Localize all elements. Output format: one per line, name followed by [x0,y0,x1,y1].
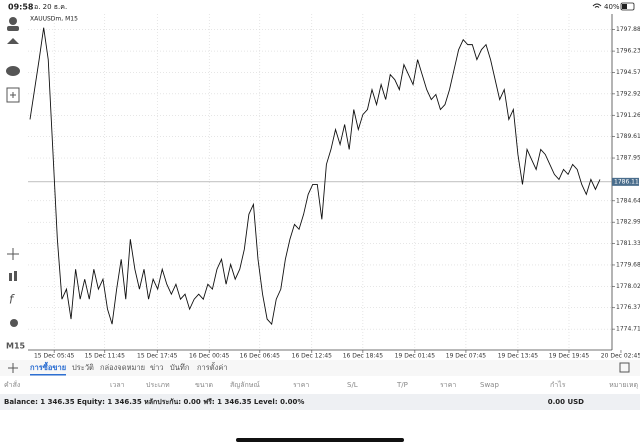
account-icon-body [7,26,19,31]
y-tick-label: 1781.335 [616,240,640,247]
x-tick-label: 19 Dec 19:45 [549,353,590,360]
tab-underline [30,374,66,376]
chart-title: XAUUSDm, M15 [30,16,78,23]
new-icon[interactable] [6,87,20,103]
column-header: ราคา [440,381,456,389]
tab[interactable]: ประวัติ [72,363,94,372]
balance-total: 0.00 USD [548,398,584,406]
x-tick-label: 19 Dec 13:45 [498,353,539,360]
column-header: หมายเหตุ [609,381,638,389]
y-tick-label: 1779.680 [616,261,640,268]
x-tick-label: 15 Dec 17:45 [137,353,178,360]
tabs: การซื้อขาย ประวัติ กล่องจดหมาย ข่าว บันทึก กา… [30,361,228,376]
balance-text: Balance: 1 346.35 Equity: 1 346.35 หลักป… [4,398,304,406]
tab[interactable]: การซื้อขาย [30,361,66,372]
y-tick-label: 1787.955 [616,155,640,162]
status-time: 09:58 [8,3,34,12]
y-tick-label: 1791.265 [616,112,640,119]
trade-icon[interactable] [7,38,19,44]
candle-icon-2 [14,271,17,281]
column-header: S/L [347,381,358,389]
tab[interactable]: ข่าว [150,363,164,372]
x-tick-label: 15 Dec 05:45 [34,353,75,360]
x-tick-label: 19 Dec 01:45 [395,353,436,360]
home-indicator [236,438,404,442]
add-button[interactable] [8,363,18,373]
column-header: Swap [480,381,499,389]
layout-icon[interactable] [619,362,630,373]
price-line [29,27,601,326]
y-tick-label: 1782.990 [616,219,640,226]
crosshair-icon[interactable] [7,248,19,260]
x-tick-label: 16 Dec 06:45 [240,353,281,360]
y-tick-label: 1796.230 [616,48,640,55]
x-tick-label: 19 Dec 07:45 [446,353,487,360]
battery-level [622,4,627,9]
toolbar: f [6,17,20,327]
y-tick-label: 1774.715 [616,326,640,333]
column-header: T/P [396,381,408,389]
column-header: ราคา [293,381,309,389]
account-icon[interactable] [9,17,17,25]
tab[interactable]: กล่องจดหมาย [100,363,145,372]
status-date: อ. 20 ธ.ค. [34,3,67,11]
timeframe[interactable]: M15 [6,342,26,351]
y-tick-label: 1778.025 [616,283,640,290]
column-header: สัญลักษณ์ [230,381,260,389]
x-tick-label: 20 Dec 02:45 [601,353,640,360]
y-tick-label: 1794.575 [616,69,640,76]
objects-icon[interactable] [10,319,18,327]
column-header: กำไร [550,380,566,389]
y-tick-label: 1784.645 [616,197,640,204]
current-price-label: 1786.111 [614,178,640,185]
tab[interactable]: การตั้งค่า [197,362,228,372]
column-header: ประเภท [146,381,170,389]
x-tick-label: 16 Dec 12:45 [292,353,333,360]
balance-row [0,394,640,410]
new-icon-plus [10,92,16,98]
battery-text: 40% [604,3,620,11]
indicator-icon[interactable]: f [9,293,15,307]
column-header: คำสั่ง [4,380,20,389]
y-tick-label: 1797.885 [616,26,640,33]
y-tick-label: 1776.370 [616,304,640,311]
x-tick-label: 16 Dec 00:45 [189,353,230,360]
x-tick-label: 15 Dec 11:45 [85,353,126,360]
y-tick-label: 1789.610 [616,133,640,140]
battery-icon [620,2,635,11]
chat-icon[interactable] [6,66,20,76]
chart: 1797.885 1796.230 1794.575 1792.920 1791.265… [28,14,640,360]
current-price-box [612,177,639,186]
tab[interactable]: บันทึก [170,363,189,372]
candle-icon[interactable] [9,273,12,281]
x-tick-label: 16 Dec 18:45 [343,353,384,360]
column-header: ขนาด [195,381,213,389]
table-header: คำสั่ง เวลา ประเภท ขนาด สัญลักษณ์ ราคา S/L T/P ร… [4,380,638,389]
wifi-icon [592,3,602,8]
y-tick-label: 1792.920 [616,90,640,97]
column-header: เวลา [110,381,125,389]
tab-bar [0,360,640,376]
